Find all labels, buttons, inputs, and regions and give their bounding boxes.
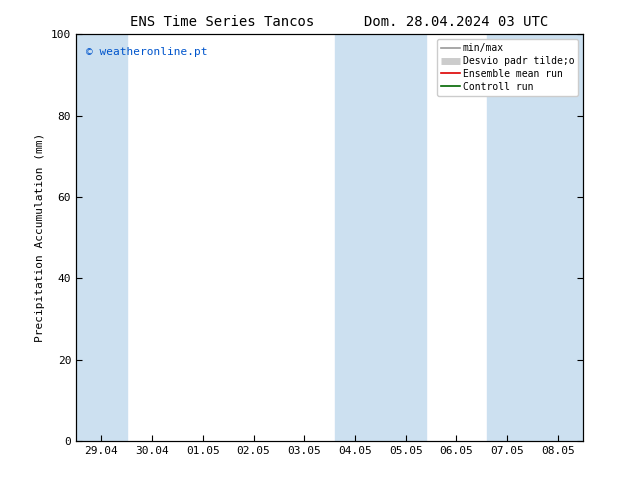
Text: ENS Time Series Tancos: ENS Time Series Tancos: [130, 15, 314, 29]
Legend: min/max, Desvio padr tilde;o, Ensemble mean run, Controll run: min/max, Desvio padr tilde;o, Ensemble m…: [437, 39, 578, 96]
Bar: [335, 34, 426, 441]
Bar: [487, 34, 583, 441]
Y-axis label: Precipitation Accumulation (mm): Precipitation Accumulation (mm): [36, 133, 46, 343]
Text: Dom. 28.04.2024 03 UTC: Dom. 28.04.2024 03 UTC: [365, 15, 548, 29]
Bar: [76, 34, 127, 441]
Text: © weatheronline.pt: © weatheronline.pt: [86, 47, 208, 56]
